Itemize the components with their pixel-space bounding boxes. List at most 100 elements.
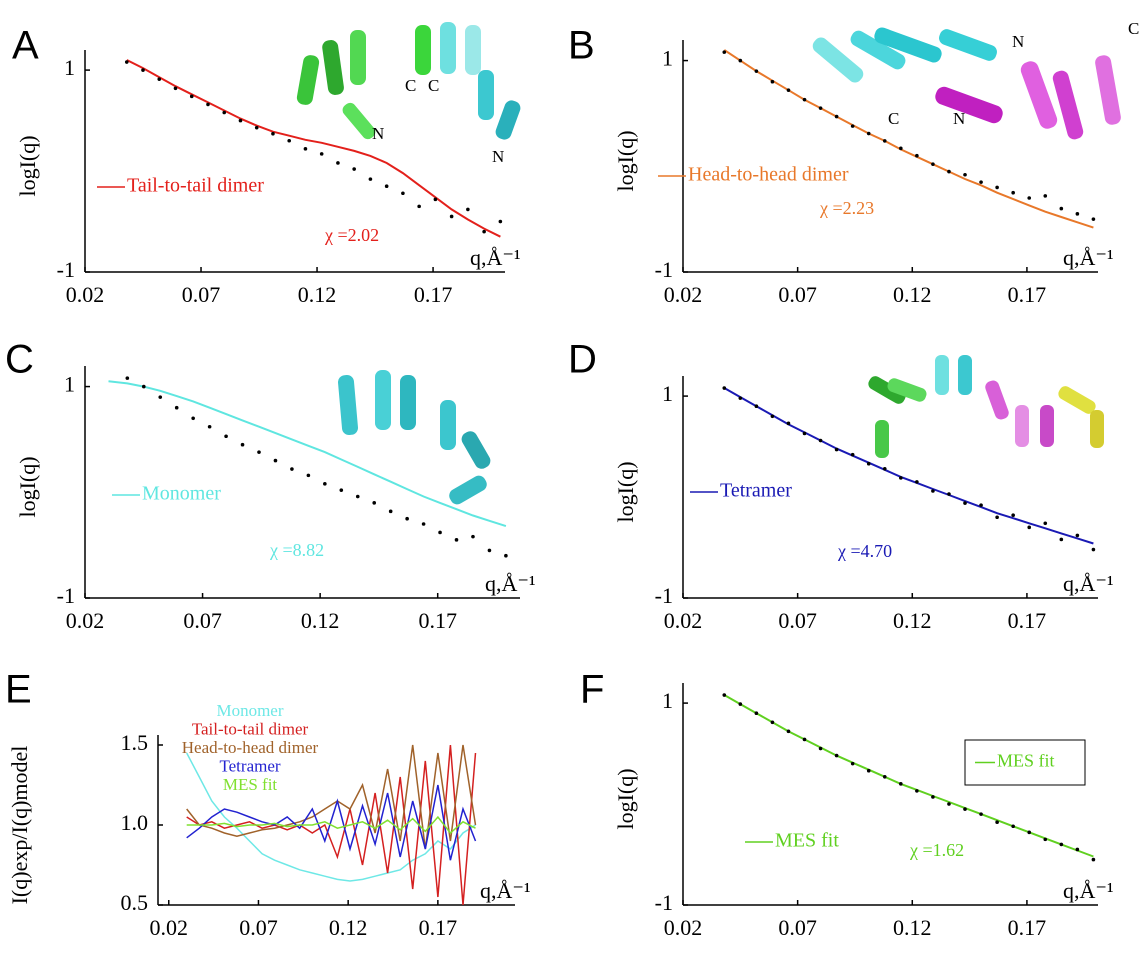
data-point xyxy=(1043,837,1048,842)
data-point xyxy=(125,376,130,380)
data-point xyxy=(1091,857,1096,862)
x-tick-label: 0.17 xyxy=(1008,915,1047,940)
legend-label: Monomer xyxy=(216,701,283,720)
y-tick-label: -1 xyxy=(655,257,673,282)
panel-b: B 0.02 0.07 0.12 0.17 -1 1 logI(q) q,Å⁻¹ Head-to-… xyxy=(568,19,1139,307)
data-point xyxy=(866,768,871,773)
data-point xyxy=(471,534,475,539)
data-point xyxy=(1059,206,1064,211)
data-point xyxy=(915,480,919,484)
y-tick-label: 1 xyxy=(64,372,75,397)
x-tick-label: 0.12 xyxy=(301,608,340,633)
x-tick-label: 0.02 xyxy=(664,608,703,633)
legend-label: Head-to-head dimer xyxy=(688,164,849,186)
legend-label: MES fit xyxy=(997,751,1055,771)
panel-f: F 0.02 0.07 0.12 0.17 -1 1 logI(q) q,Å⁻¹ MES fit χ… xyxy=(580,668,1114,940)
data-point xyxy=(454,538,459,542)
data-point xyxy=(336,161,340,165)
x-axis-label: q,Å⁻¹ xyxy=(470,245,521,270)
data-point xyxy=(273,458,278,463)
data-point xyxy=(899,782,903,786)
structure-label: N xyxy=(953,109,965,128)
structure-label: C xyxy=(405,76,416,95)
x-tick-label: 0.07 xyxy=(778,915,817,940)
data-point xyxy=(498,219,503,224)
y-tick-label: -1 xyxy=(655,890,673,915)
data-point xyxy=(1075,533,1080,538)
x-tick-label: 0.12 xyxy=(893,915,932,940)
data-point xyxy=(802,431,807,436)
data-point xyxy=(339,488,344,492)
data-point xyxy=(157,77,162,81)
panel-c: C 0.02 0.07 0.12 0.17 -1 1 logI(q) q,Å⁻¹ Monomer χ… xyxy=(5,338,536,633)
y-tick-label: -1 xyxy=(57,583,75,608)
x-tick-label: 0.07 xyxy=(183,608,222,633)
data-point xyxy=(834,114,839,119)
data-point xyxy=(882,774,887,779)
structure-label: C xyxy=(888,109,899,128)
panel-letter: C xyxy=(5,338,34,382)
y-axis-label: logI(q) xyxy=(15,456,40,517)
data-point xyxy=(818,106,823,110)
data-point xyxy=(240,442,245,447)
chi-label: χ =4.70 xyxy=(837,541,892,561)
x-tick-label: 0.07 xyxy=(778,608,817,633)
panel-letter: B xyxy=(568,24,595,68)
data-point xyxy=(722,693,727,697)
data-point xyxy=(306,473,311,478)
x-tick-label: 0.02 xyxy=(664,282,703,307)
data-point xyxy=(417,204,421,209)
data-point xyxy=(1011,190,1015,195)
chi-label: χ =2.02 xyxy=(324,225,379,245)
data-point xyxy=(722,50,727,54)
data-point xyxy=(482,229,486,234)
y-axis-label: logI(q) xyxy=(613,130,638,191)
data-point xyxy=(433,197,438,202)
data-point xyxy=(850,761,855,766)
y-axis-label: I(q)exp/I(q)model xyxy=(7,746,32,905)
data-point xyxy=(158,395,163,399)
structure-d xyxy=(868,355,1104,458)
x-tick-label: 0.02 xyxy=(66,608,105,633)
data-point xyxy=(866,131,871,136)
legend-label: Head-to-head dimer xyxy=(182,738,319,757)
data-point xyxy=(224,434,228,439)
fit-line xyxy=(723,49,1094,229)
x-tick-label: 0.07 xyxy=(239,915,278,940)
data-point xyxy=(786,88,791,92)
data-point xyxy=(352,167,356,171)
x-axis-label: q,Å⁻¹ xyxy=(485,571,536,596)
structure-c xyxy=(337,370,491,505)
data-point xyxy=(254,125,259,130)
chi-label: χ =8.82 xyxy=(269,540,324,560)
data-point xyxy=(754,69,759,73)
y-tick-label: 1 xyxy=(64,55,75,80)
x-tick-label: 0.07 xyxy=(182,282,221,307)
y-axis-label: logI(q) xyxy=(613,461,638,522)
data-point xyxy=(931,489,935,493)
y-axis-label: logI(q) xyxy=(15,135,40,196)
data-point xyxy=(257,450,261,454)
data-point xyxy=(323,482,327,486)
data-point xyxy=(303,147,308,151)
x-tick-label: 0.12 xyxy=(329,915,368,940)
data-point xyxy=(1011,824,1015,829)
data-point xyxy=(754,711,759,715)
data-point xyxy=(1027,830,1032,835)
data-point xyxy=(189,94,194,99)
data-point xyxy=(1059,537,1064,542)
data-point xyxy=(222,110,227,115)
x-tick-label: 0.02 xyxy=(150,915,189,940)
y-axis-label: logI(q) xyxy=(613,768,638,829)
data-point xyxy=(206,102,210,107)
data-point xyxy=(384,184,389,188)
data-point xyxy=(770,79,775,84)
data-point xyxy=(915,153,919,158)
data-point xyxy=(738,58,743,63)
data-point xyxy=(319,152,324,156)
x-tick-label: 0.12 xyxy=(893,608,932,633)
data-point xyxy=(449,214,454,219)
data-point xyxy=(963,172,967,177)
data-point xyxy=(802,97,807,102)
ratio-line xyxy=(186,744,477,850)
